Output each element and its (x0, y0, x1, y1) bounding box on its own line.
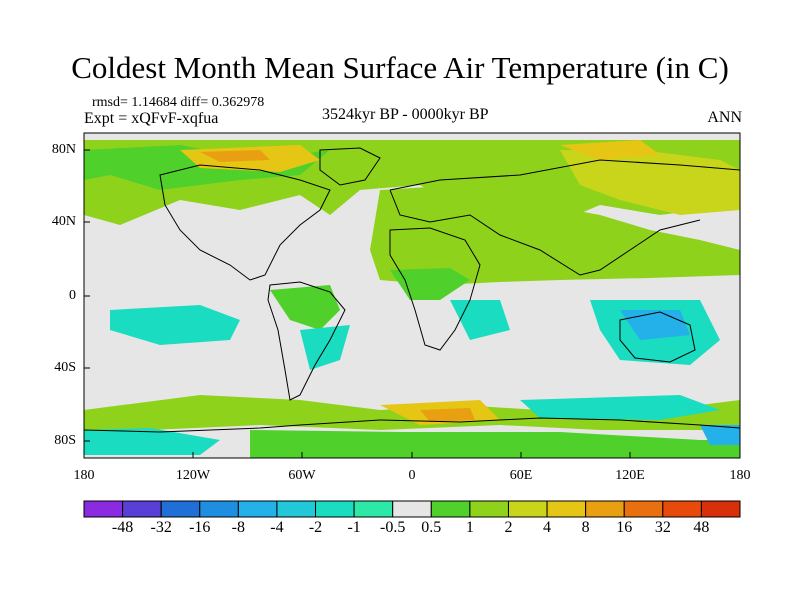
coast-south-america (267, 281, 346, 401)
stats-text: rmsd= 1.14684 diff= 0.362978 (92, 95, 265, 110)
field-patch-eurasia (370, 185, 740, 285)
lon-label-180w: 180 (73, 468, 95, 483)
colorbar-label: 4 (543, 519, 552, 536)
coast-africa (389, 227, 481, 351)
colorbar-swatch (430, 500, 471, 518)
experiment-label: Expt = xQFvF-xqfua (84, 110, 219, 127)
coast-australia (619, 311, 696, 363)
axis-ticks (84, 149, 631, 458)
colorbar-label: 2 (504, 519, 513, 536)
lon-label-120e: 120E (615, 468, 645, 483)
field-patch-arctic3 (560, 140, 660, 160)
map-title: Coldest Month Mean Surface Air Temperatu… (71, 50, 729, 85)
lat-label-80s: 80S (54, 433, 76, 448)
colorbar-label: -0.5 (380, 519, 406, 536)
coast-antarctica (84, 417, 740, 433)
field-patch-south3 (420, 408, 475, 422)
colorbar-swatch (353, 500, 394, 518)
field-patch-south6 (250, 430, 740, 458)
field-patch-south4 (520, 395, 720, 420)
colorbar-label: 8 (581, 519, 590, 536)
field-patch-south5 (84, 428, 220, 455)
lon-label-60e: 60E (509, 468, 533, 483)
colorbar-swatch (623, 500, 664, 518)
lon-label-120w: 120W (175, 468, 211, 483)
coast-europe-asia (389, 159, 740, 276)
colorbar-label: -32 (150, 519, 172, 536)
colorbar-label: 0.5 (421, 519, 442, 536)
colorbar-swatch (315, 500, 355, 518)
colorbar-swatch (469, 500, 509, 518)
colorbar-swatch (237, 500, 278, 518)
colorbar-swatch (160, 500, 201, 518)
field-patch-africa (390, 268, 470, 300)
lon-label-0: 0 (408, 468, 416, 483)
lat-label-0: 0 (69, 288, 76, 303)
lat-label-40n: 40N (51, 214, 76, 229)
colorbar-label: 48 (693, 519, 710, 536)
field-patch-samerica (270, 285, 340, 330)
lon-label-180e: 180 (729, 468, 751, 483)
colorbar-label: 16 (616, 519, 633, 536)
colorbar (83, 500, 741, 518)
field-patch-south7 (700, 425, 740, 445)
temperature-field (84, 133, 740, 458)
period-label: 3524kyr BP - 0000kyr BP (322, 106, 489, 123)
colorbar-swatch (507, 500, 548, 518)
colorbar-swatch (392, 500, 432, 518)
season-label: ANN (707, 109, 742, 126)
field-patch-pacific (110, 305, 240, 345)
coast-north-america (159, 164, 331, 281)
colorbar-label: -1 (347, 519, 361, 536)
coast-greenland (319, 147, 381, 186)
colorbar-label: -16 (189, 519, 211, 536)
colorbar-label: -8 (231, 519, 245, 536)
colorbar-label: -48 (111, 519, 134, 536)
lat-label-40s: 40S (54, 360, 76, 375)
colorbar-swatch (662, 500, 702, 518)
colorbar-swatch (700, 500, 741, 518)
colorbar-swatch (585, 500, 625, 518)
colorbar-swatch (122, 500, 162, 518)
colorbar-swatch (546, 500, 587, 518)
colorbar-swatch (83, 500, 124, 518)
colorbar-label: -4 (270, 519, 284, 536)
colorbar-swatch (276, 500, 317, 518)
colorbar-label: 1 (465, 519, 474, 536)
colorbar-label: -2 (308, 519, 323, 536)
lon-label-60w: 60W (288, 468, 316, 483)
lat-label-80n: 80N (51, 142, 76, 157)
coastlines (84, 147, 740, 433)
field-patch-arctic2 (200, 150, 270, 162)
colorbar-swatch (199, 500, 239, 518)
colorbar-label: 32 (654, 519, 671, 536)
